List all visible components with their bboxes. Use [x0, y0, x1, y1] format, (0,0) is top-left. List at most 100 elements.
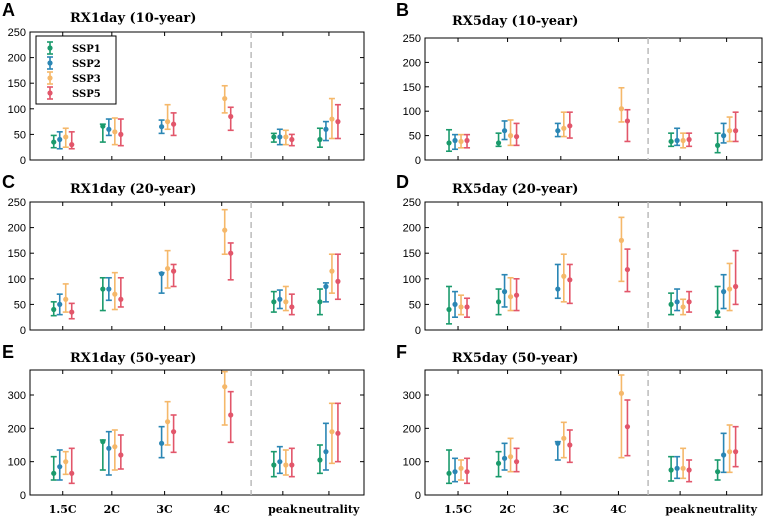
y-tick-label: 0	[415, 155, 421, 167]
y-tick-label: 50	[409, 299, 421, 311]
mean-point	[159, 124, 165, 130]
errorbar-ssp1	[446, 285, 453, 325]
mean-point	[668, 467, 674, 473]
y-tick-label: 200	[403, 223, 421, 235]
y-tick-label: 150	[8, 78, 26, 90]
mean-point	[452, 301, 458, 307]
mean-point	[458, 138, 464, 145]
errorbar-ssp5	[686, 132, 693, 148]
x-tick-label: peak	[268, 503, 298, 516]
mean-point	[567, 123, 573, 129]
mean-point	[51, 470, 57, 476]
mean-point	[100, 286, 106, 292]
errorbar-ssp3	[328, 253, 335, 294]
mean-point	[555, 440, 561, 446]
errorbar-ssp3	[282, 285, 289, 312]
x-tick-label: 3C	[553, 503, 570, 516]
mean-point	[283, 462, 289, 468]
panel-title: RX5day (20-year)	[452, 182, 578, 197]
errorbar-ssp3	[507, 119, 514, 147]
panel-title: RX1day (20-year)	[70, 182, 196, 197]
errorbar-ssp1	[668, 132, 675, 148]
errorbar-ssp3	[282, 129, 289, 146]
mean-point	[100, 123, 106, 129]
axes-box	[29, 201, 365, 331]
errorbar-ssp2	[674, 288, 681, 312]
errorbar-ssp5	[732, 425, 739, 468]
x-tick-label: 1.5C	[444, 503, 472, 516]
errorbar-ssp3	[221, 84, 228, 114]
mean-point	[69, 142, 75, 148]
errorbar-ssp5	[732, 111, 739, 143]
mean-point	[446, 470, 452, 476]
x-tick-label: 3C	[156, 503, 173, 516]
mean-point	[680, 304, 686, 310]
errorbar-ssp2	[674, 455, 681, 480]
errorbar-ssp1	[99, 439, 106, 471]
errorbar-ssp3	[282, 449, 289, 476]
legend-item: SSP2	[47, 56, 101, 70]
errorbar-ssp3	[221, 370, 228, 426]
mean-point	[513, 459, 520, 465]
errorbar-ssp3	[458, 133, 465, 149]
mean-point	[271, 299, 277, 305]
mean-point	[495, 299, 502, 305]
panel-a: A RX1day (10-year) 0 50 100 150 200 250 SSP1 SSP2…	[2, 0, 365, 167]
mean-point	[222, 227, 228, 233]
mean-point	[618, 390, 625, 396]
errorbar-ssp1	[714, 459, 721, 481]
mean-point	[680, 465, 686, 471]
mean-point	[222, 384, 228, 390]
mean-point	[165, 119, 171, 125]
mean-point	[329, 116, 335, 122]
errorbar-ssp2	[452, 133, 459, 151]
errorbar-ssp5	[227, 242, 234, 281]
legend-item: SSP5	[47, 86, 101, 100]
errorbar-ssp1	[495, 288, 502, 316]
errorbar-ssp3	[328, 97, 335, 140]
mean-point	[561, 273, 567, 279]
panel-title: RX1day (50-year)	[70, 351, 196, 366]
mean-point	[727, 449, 733, 455]
errorbar-ssp1	[316, 444, 323, 475]
mean-point	[721, 452, 727, 458]
y-tick-label: 0	[20, 155, 26, 167]
errorbar-ssp5	[68, 302, 75, 320]
mean-point	[733, 449, 739, 455]
mean-point	[335, 430, 341, 436]
mean-point	[171, 429, 177, 435]
errorbar-ssp2	[276, 289, 283, 310]
mean-point	[159, 271, 165, 277]
mean-point	[555, 286, 561, 292]
mean-point	[118, 452, 124, 458]
panel-d: D RX5day (20-year) 0 50 100 150 200 250	[396, 172, 763, 337]
errorbar-ssp5	[117, 276, 124, 308]
errorbar-ssp5	[566, 429, 573, 464]
y-tick-label: 0	[20, 325, 26, 337]
errorbar-ssp2	[554, 122, 561, 138]
y-tick-label: 100	[403, 274, 421, 286]
mean-point	[57, 301, 63, 307]
mean-point	[561, 435, 567, 441]
mean-point	[686, 299, 692, 305]
errorbar-ssp1	[668, 455, 675, 482]
mean-point	[51, 306, 57, 313]
panel-letter: B	[396, 0, 409, 20]
errorbar-ssp2	[452, 457, 459, 483]
errorbar-ssp3	[111, 429, 118, 471]
mean-point	[721, 289, 727, 295]
y-tick-label: 50	[409, 131, 421, 143]
mean-point	[317, 299, 323, 305]
errorbar-ssp5	[513, 122, 520, 147]
errorbar-ssp3	[726, 424, 733, 474]
errorbar-ssp1	[714, 285, 721, 319]
mean-point	[69, 309, 75, 315]
errorbar-ssp2	[501, 442, 508, 471]
legend-label: SSP2	[72, 59, 101, 70]
errorbar-ssp3	[62, 283, 69, 313]
y-tick-label: 150	[403, 248, 421, 260]
mean-point	[733, 128, 739, 134]
errorbar-ssp3	[507, 276, 514, 312]
mean-point	[100, 439, 106, 445]
errorbar-ssp2	[158, 425, 165, 459]
